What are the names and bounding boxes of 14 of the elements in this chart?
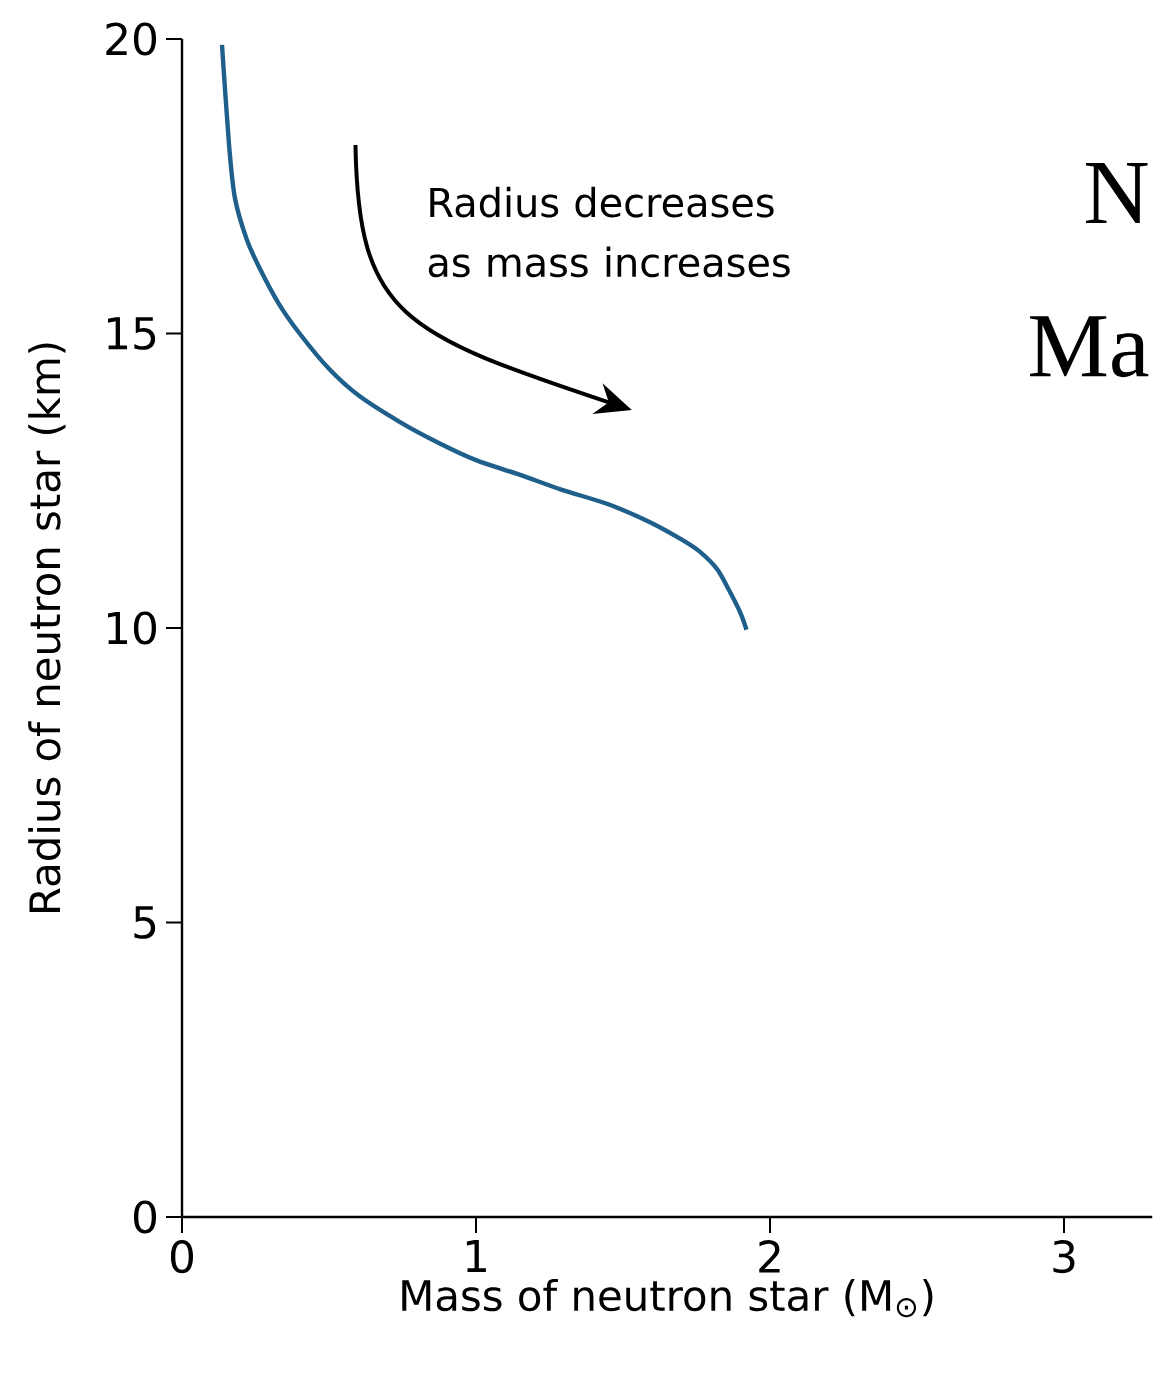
y-tick-label: 15 bbox=[107, 317, 156, 350]
y-axis-title: Radius of neutron star (km) bbox=[28, 343, 66, 912]
x-axis-title: Mass of neutron star (M$_{⊙}$) bbox=[402, 1278, 933, 1318]
annotation: Ma bbox=[1030, 316, 1149, 378]
x-tick-label: 3 bbox=[1053, 1240, 1075, 1274]
x-tick-label: 2 bbox=[759, 1240, 780, 1273]
y-tick-label: 5 bbox=[134, 906, 156, 939]
y-tick-label: 10 bbox=[107, 611, 157, 645]
annotation: N bbox=[1086, 163, 1148, 224]
annotation: Radius decreases as mass increases bbox=[428, 186, 790, 278]
x-tick-label: 1 bbox=[466, 1240, 486, 1272]
y-tick-label: 0 bbox=[133, 1200, 157, 1234]
x-tick-label: 0 bbox=[170, 1240, 194, 1274]
y-tick-label: 20 bbox=[106, 22, 157, 56]
